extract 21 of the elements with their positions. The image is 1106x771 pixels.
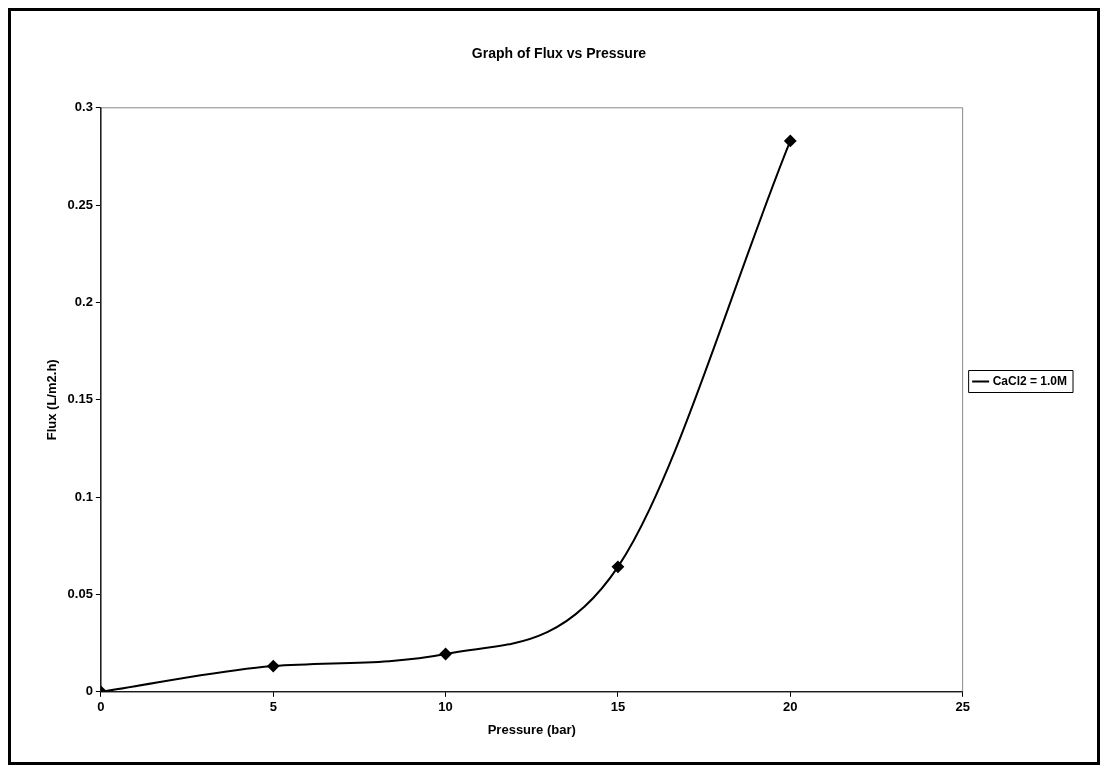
- x-tick-label: 0: [97, 699, 105, 715]
- x-tick-label: 10: [438, 699, 453, 715]
- chart-title: Graph of Flux vs Pressure: [471, 45, 647, 62]
- x-tick-label: 25: [955, 699, 970, 715]
- legend-label: CaCl2 = 1.0M: [992, 373, 1068, 388]
- point: [611, 560, 624, 573]
- y-tick-label: 0.15: [67, 391, 93, 407]
- y-tick-label: 0.25: [67, 196, 93, 212]
- y-axis-title: Flux (L/m2.h): [44, 359, 60, 441]
- y-tick-label: 0.05: [67, 586, 93, 602]
- y-tick-label: 0.3: [74, 99, 93, 115]
- y-tick-label: 0: [85, 683, 93, 699]
- x-axis-title: Pressure (bar): [487, 721, 576, 737]
- y-tick-label: 0.2: [74, 294, 93, 310]
- point: [267, 660, 280, 673]
- x-tick-label: 15: [610, 699, 626, 715]
- x-tick-label: 5: [269, 699, 277, 715]
- point: [784, 134, 797, 147]
- x-tick-label: 20: [783, 699, 798, 715]
- y-tick-label: 0.1: [74, 488, 93, 504]
- point: [439, 648, 452, 661]
